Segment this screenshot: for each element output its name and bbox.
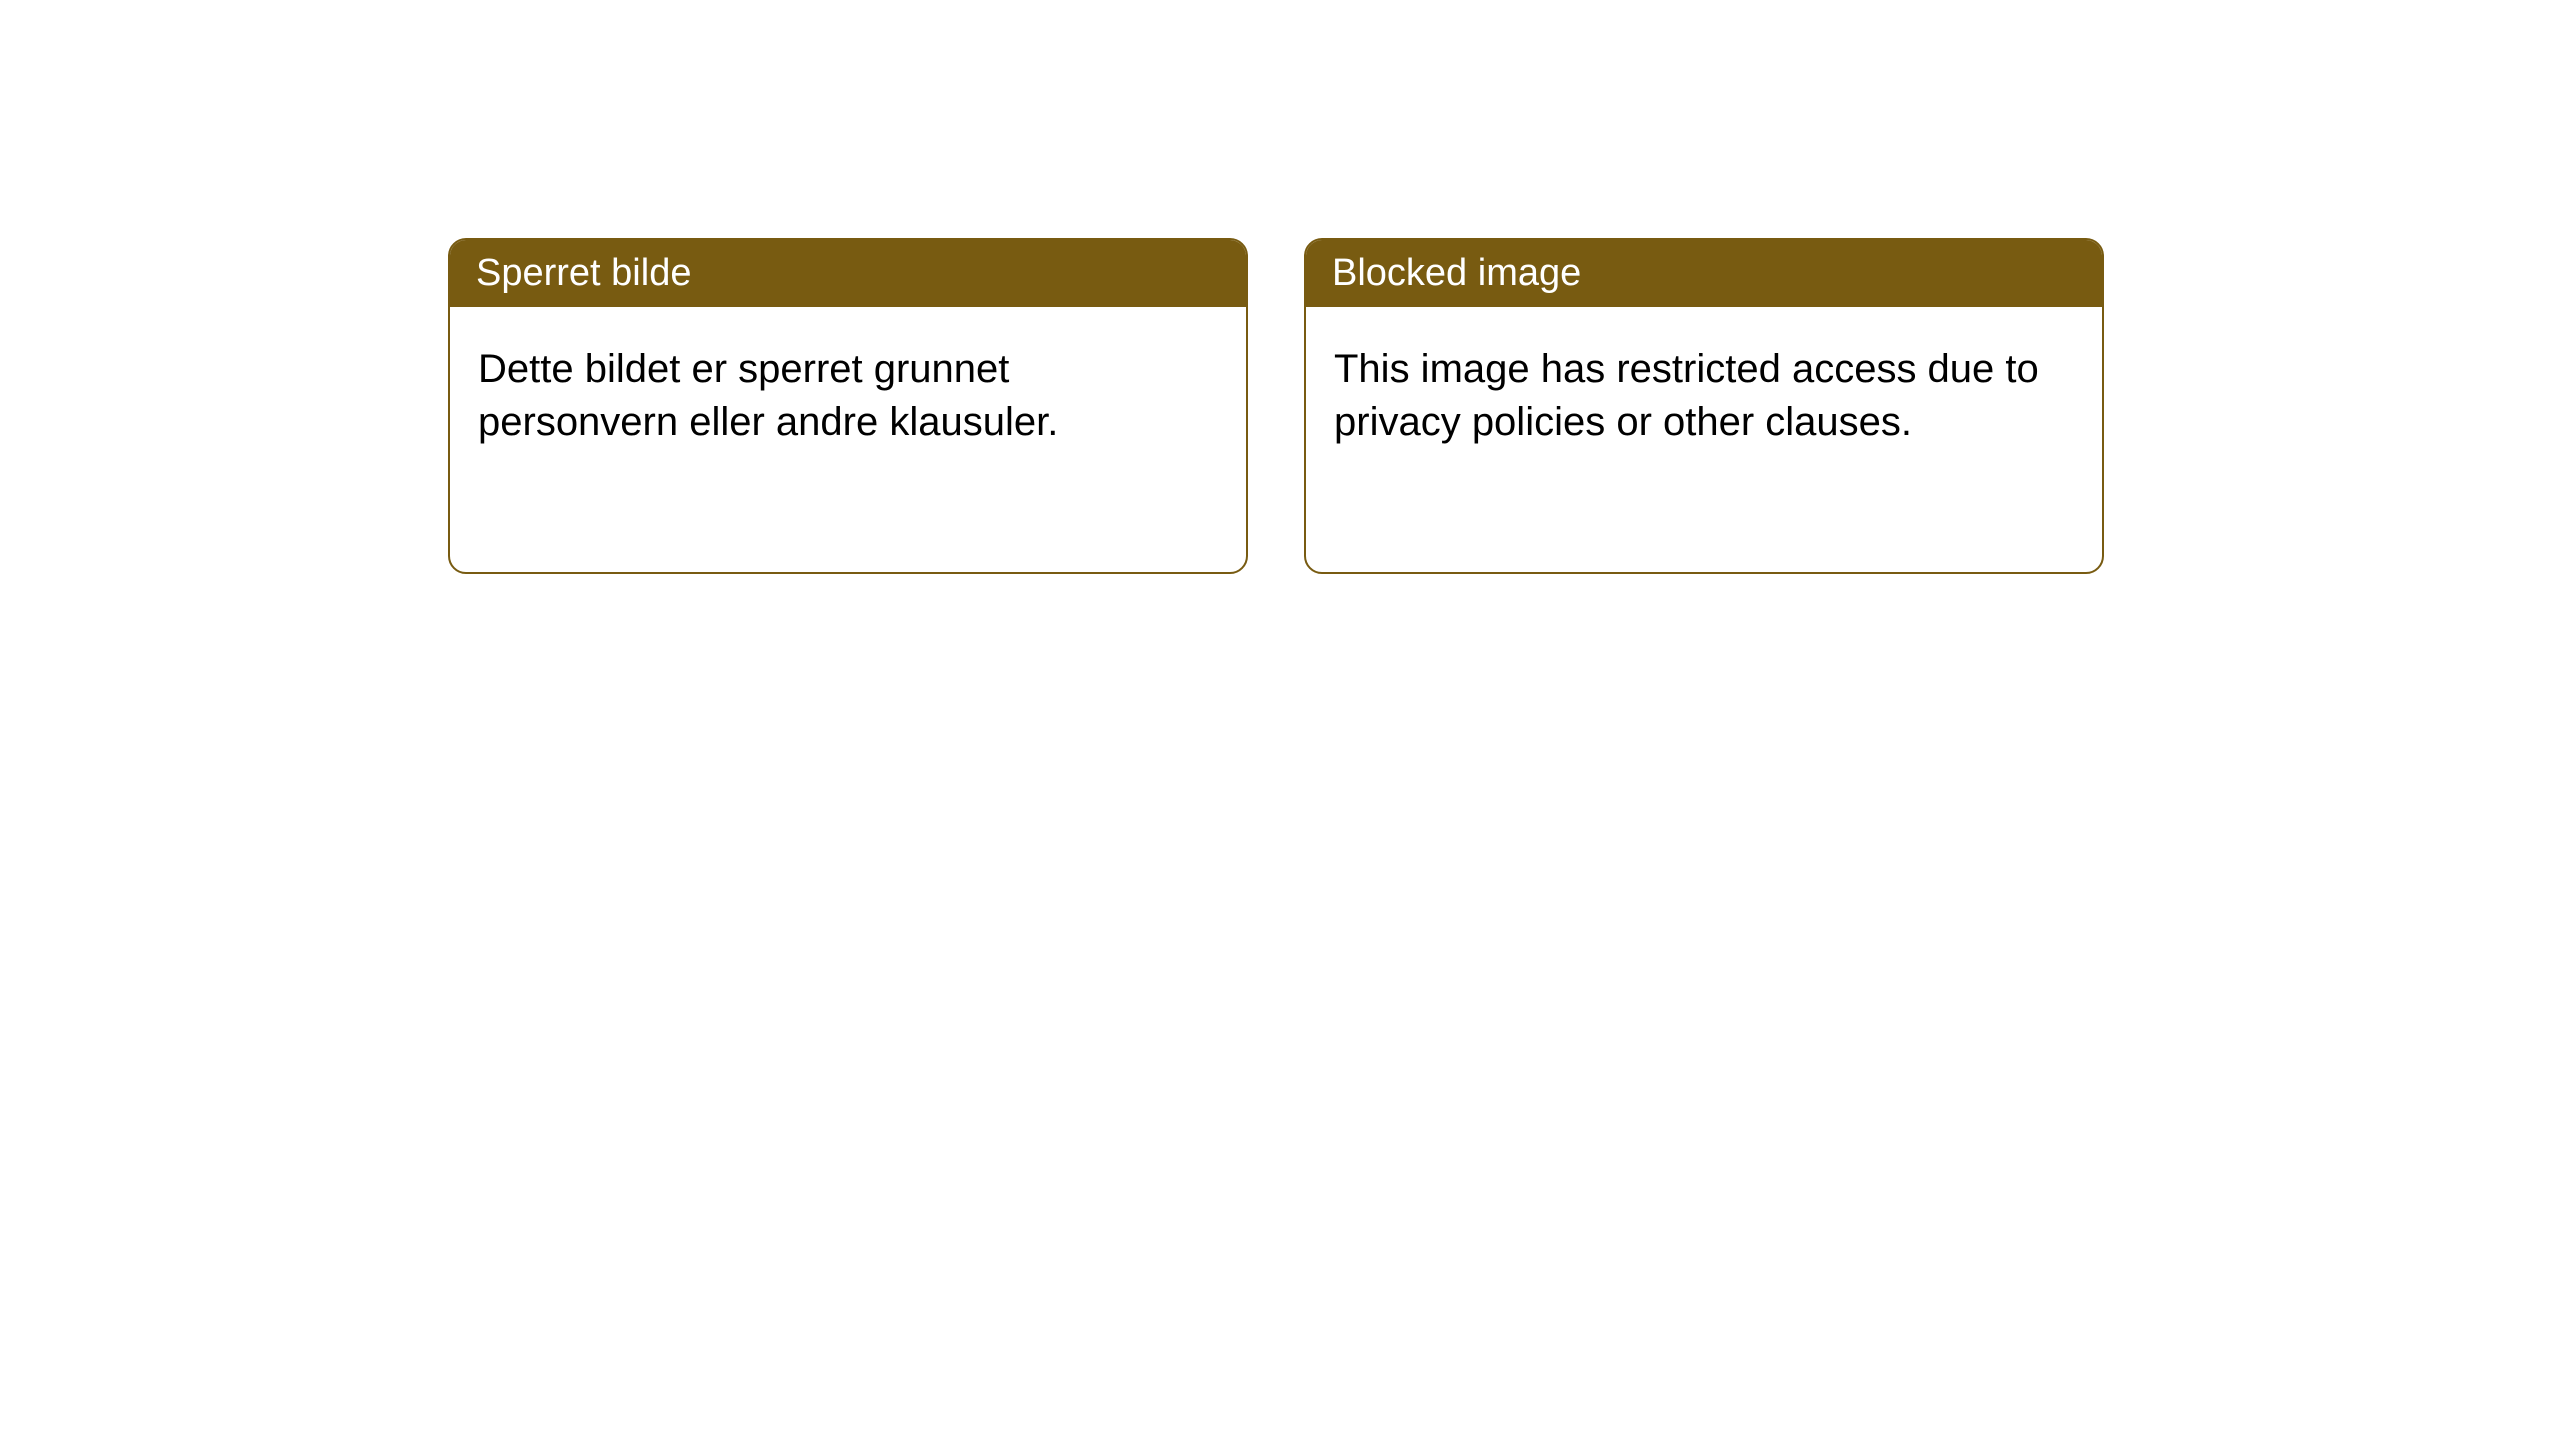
notice-container: Sperret bilde Dette bildet er sperret gr… bbox=[0, 0, 2560, 574]
card-body: This image has restricted access due to … bbox=[1306, 307, 2102, 485]
card-title: Sperret bilde bbox=[476, 252, 691, 294]
card-header: Blocked image bbox=[1306, 240, 2102, 307]
blocked-image-card-en: Blocked image This image has restricted … bbox=[1304, 238, 2104, 574]
card-body-text: This image has restricted access due to … bbox=[1334, 347, 2039, 444]
blocked-image-card-no: Sperret bilde Dette bildet er sperret gr… bbox=[448, 238, 1248, 574]
card-body: Dette bildet er sperret grunnet personve… bbox=[450, 307, 1246, 485]
card-title: Blocked image bbox=[1332, 252, 1581, 294]
card-body-text: Dette bildet er sperret grunnet personve… bbox=[478, 347, 1058, 444]
card-header: Sperret bilde bbox=[450, 240, 1246, 307]
